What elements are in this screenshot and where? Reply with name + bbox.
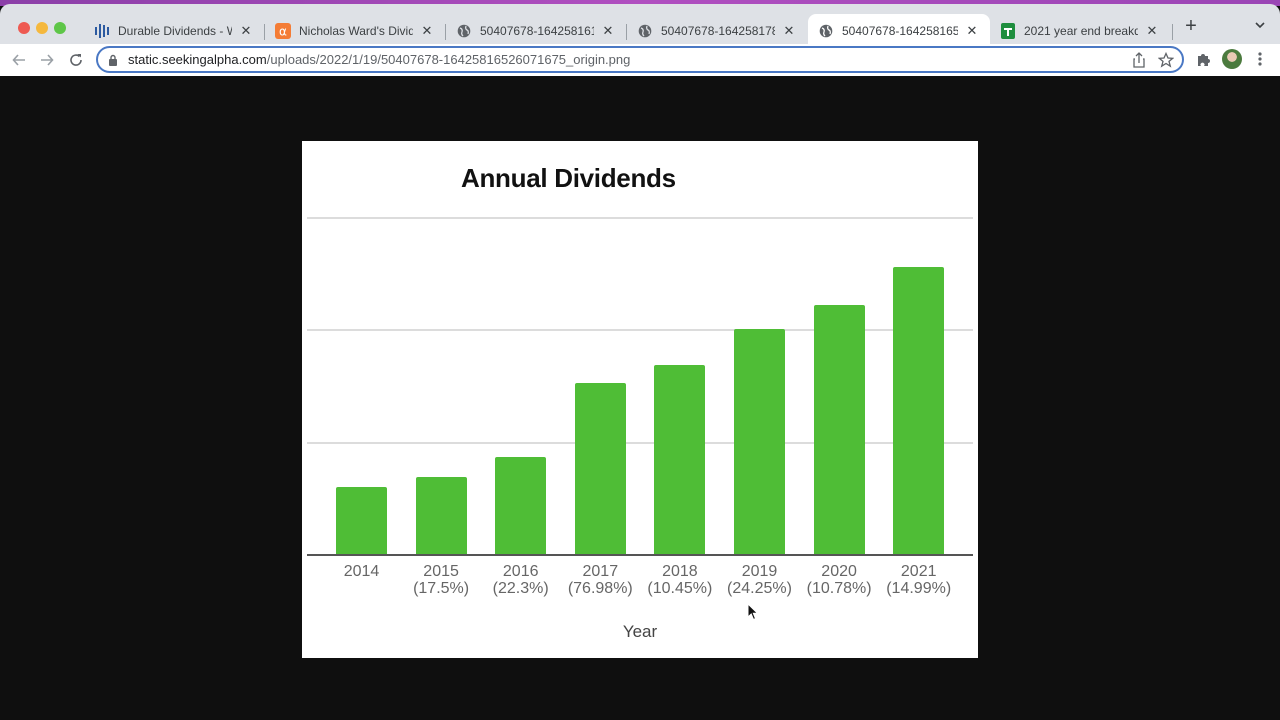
x-tick-year: 2014 [343, 563, 380, 580]
svg-text:α: α [279, 25, 287, 39]
x-tick-year: 2016 [502, 563, 539, 580]
gridline [307, 217, 973, 220]
browser-menu-button[interactable] [1254, 51, 1266, 69]
sheets-icon [1000, 23, 1016, 39]
x-tick-year: 2020 [821, 563, 857, 580]
reload-button[interactable] [66, 50, 86, 70]
tab-separator [1172, 24, 1173, 40]
x-tick-label: 2021 (14.99%) [879, 563, 959, 597]
tab-title: Nicholas Ward's Dividen [299, 24, 413, 38]
lock-icon [109, 54, 117, 66]
tab-separator [445, 24, 446, 40]
tab-close-button[interactable]: ✕ [602, 23, 614, 38]
x-axis-title: Year [622, 622, 658, 641]
tab-close-button[interactable]: ✕ [783, 23, 795, 38]
close-window-button[interactable] [18, 22, 30, 34]
tab-title: 50407678-16425817832 [661, 24, 775, 38]
x-tick-growth: (24.25%) [727, 580, 792, 597]
tab-separator [626, 24, 627, 40]
bars-logo-icon [94, 23, 110, 39]
tab-list-dropdown[interactable] [1250, 18, 1270, 34]
gridline [307, 441, 973, 444]
minimize-window-button[interactable] [36, 22, 48, 34]
x-tick-growth: (76.98%) [567, 580, 633, 597]
x-tick-year: 2015 [423, 563, 459, 580]
x-tick-growth: (10.78%) [806, 580, 872, 597]
x-tick-year: 2019 [741, 563, 778, 580]
star-icon [1157, 51, 1175, 68]
browser-toolbar: static.seekingalpha.com/uploads/2022/1/1… [0, 44, 1280, 76]
chart-title: Annual Dividends [461, 163, 676, 193]
x-tick-year: 2021 [900, 563, 937, 580]
globe-icon [818, 23, 834, 39]
tab-image-3-active[interactable]: 50407678-16425816526 ✕ [808, 14, 990, 48]
chevron-down-icon [1255, 22, 1265, 29]
tab-close-button[interactable]: ✕ [421, 23, 433, 38]
mouse-cursor [747, 602, 759, 626]
tab-title: 50407678-16425816526 [842, 24, 958, 38]
window-top-accent [0, 0, 1280, 6]
tab-nicholas-ward[interactable]: α Nicholas Ward's Dividen ✕ [265, 14, 445, 48]
arrow-right-icon [41, 54, 54, 66]
alpha-logo-icon: α [275, 23, 291, 39]
tab-year-end-breakdown[interactable]: 2021 year end breakdow ✕ [990, 14, 1170, 48]
x-tick-label: 2015 (17.5%) [401, 563, 481, 597]
x-tick-growth: (10.45%) [647, 580, 713, 597]
arrow-left-icon [12, 54, 25, 66]
x-tick-label: 2016 (22.3%) [481, 563, 561, 597]
x-tick-label: 2019 (24.25%) [720, 563, 800, 597]
x-tick-label: 2018 (10.45%) [640, 563, 720, 597]
x-tick-growth: (22.3%) [492, 580, 549, 597]
puzzle-piece-icon [1198, 54, 1210, 66]
globe-icon [637, 23, 653, 39]
tab-image-1[interactable]: 50407678-16425816187 ✕ [446, 14, 626, 48]
profile-avatar[interactable] [1222, 49, 1242, 69]
kebab-menu-icon [1258, 52, 1262, 66]
tab-strip: Durable Dividends - Wid ✕ α Nicholas War… [0, 4, 1280, 48]
bar-2014 [336, 486, 387, 554]
x-tick-label: 2020 (10.78%) [799, 563, 879, 597]
bar-2016 [495, 457, 547, 554]
url-path: /uploads/2022/1/19/50407678-164258165260… [266, 52, 631, 67]
tab-close-button[interactable]: ✕ [1146, 23, 1158, 38]
tab-title: 50407678-16425816187 [480, 24, 594, 38]
url-host: static.seekingalpha.com [128, 52, 267, 67]
extensions-button[interactable] [1196, 52, 1211, 72]
x-axis-line [307, 554, 973, 556]
tab-close-button[interactable]: ✕ [966, 23, 978, 38]
address-bar[interactable]: static.seekingalpha.com/uploads/2022/1/1… [96, 46, 1184, 73]
tab-title: 2021 year end breakdow [1024, 24, 1138, 38]
tab-separator [264, 24, 265, 40]
x-tick-growth: (14.99%) [886, 580, 952, 597]
reload-icon [70, 54, 82, 66]
share-icon [1133, 52, 1145, 68]
bar-2018 [654, 365, 706, 554]
bar-2020 [813, 304, 865, 554]
globe-icon [456, 23, 472, 39]
tab-image-2[interactable]: 50407678-16425817832 ✕ [627, 14, 807, 48]
gridline [307, 329, 973, 332]
tab-title: Durable Dividends - Wid [118, 24, 232, 38]
bar-2015 [415, 476, 467, 554]
bar-2021 [893, 266, 945, 554]
new-tab-button[interactable]: + [1185, 15, 1197, 37]
forward-button[interactable] [37, 50, 57, 70]
x-tick-label: 2014 [322, 563, 402, 580]
x-tick-year: 2017 [582, 563, 619, 580]
x-tick-label: 2017 (76.98%) [560, 563, 640, 597]
share-button[interactable] [1132, 52, 1146, 71]
bar-2017 [574, 383, 626, 554]
x-tick-year: 2018 [662, 563, 698, 580]
bar-2019 [734, 329, 785, 554]
annual-dividends-chart-image: Annual Dividends 2014 2015 (17.5%) 2016 (22.… [302, 141, 978, 658]
x-tick-growth: (17.5%) [413, 580, 470, 597]
bookmark-button[interactable] [1157, 51, 1175, 71]
tab-close-button[interactable]: ✕ [240, 23, 252, 38]
tab-durable-dividends[interactable]: Durable Dividends - Wid ✕ [84, 14, 264, 48]
back-button[interactable] [9, 50, 29, 70]
maximize-window-button[interactable] [54, 22, 66, 34]
